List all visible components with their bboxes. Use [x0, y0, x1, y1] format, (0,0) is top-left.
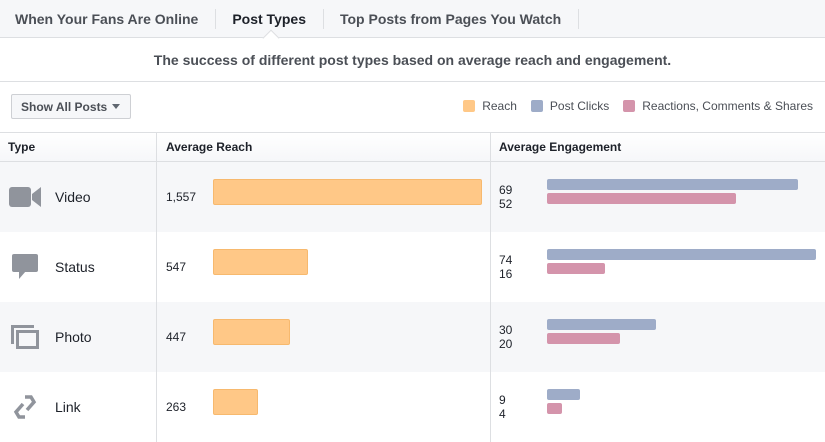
engagement-cell: 30 20 — [491, 302, 825, 372]
reach-cell: 547 — [157, 232, 491, 302]
legend-reach: Reach — [463, 99, 517, 113]
header-average-reach: Average Reach — [157, 133, 491, 161]
reactions-value: 20 — [499, 337, 513, 351]
legend-post-clicks: Post Clicks — [530, 99, 610, 113]
reach-cell: 447 — [157, 302, 491, 372]
post-clicks-bar — [547, 249, 816, 260]
engagement-cell: 74 16 — [491, 232, 825, 302]
legend-swatch — [623, 100, 636, 112]
page-subtitle: The success of different post types base… — [0, 38, 825, 82]
reactions-value: 16 — [499, 267, 513, 281]
tab-top-posts[interactable]: Top Posts from Pages You Watch — [340, 8, 580, 29]
type-label: Link — [55, 399, 81, 415]
post-clicks-bar — [547, 389, 580, 400]
reach-value: 1,557 — [166, 190, 197, 204]
reach-bar — [213, 319, 291, 345]
reactions-bar — [547, 193, 737, 204]
show-all-posts-dropdown[interactable]: Show All Posts — [11, 94, 131, 119]
type-cell: Video — [0, 162, 157, 232]
reach-bar — [213, 249, 308, 275]
table-row: Photo 447 30 20 — [0, 302, 825, 372]
reactions-value: 52 — [499, 197, 513, 211]
link-icon — [9, 394, 41, 420]
header-average-engagement: Average Engagement — [499, 140, 622, 154]
post-clicks-value: 9 — [499, 393, 506, 407]
reach-bar — [213, 179, 482, 205]
legend-label: Reactions, Comments & Shares — [642, 99, 813, 113]
speech-bubble-icon — [9, 254, 41, 280]
post-clicks-value: 69 — [499, 183, 513, 197]
tab-post-types[interactable]: Post Types — [232, 8, 324, 29]
reach-value: 447 — [166, 330, 187, 344]
photo-icon — [9, 324, 41, 350]
type-cell: Photo — [0, 302, 157, 372]
post-clicks-bar — [547, 179, 798, 190]
reach-bar — [213, 389, 259, 415]
engagement-cell: 69 52 — [491, 162, 825, 232]
type-label: Photo — [55, 329, 92, 345]
legend-swatch — [530, 100, 543, 112]
tab-when-fans-online[interactable]: When Your Fans Are Online — [15, 8, 217, 29]
type-cell: Link — [0, 372, 157, 442]
reach-value: 547 — [166, 260, 187, 274]
post-clicks-value: 30 — [499, 323, 513, 337]
reactions-value: 4 — [499, 407, 506, 421]
type-label: Status — [55, 259, 95, 275]
reach-cell: 1,557 — [157, 162, 491, 232]
table-header: Type Average Reach Average Engagement — [0, 132, 825, 162]
legend-label: Post Clicks — [549, 99, 610, 113]
table-row: Video 1,557 69 52 — [0, 162, 825, 232]
post-clicks-bar — [547, 319, 657, 330]
table-row: Status 547 74 16 — [0, 232, 825, 302]
chevron-down-icon — [112, 104, 121, 109]
legend-swatch — [463, 100, 476, 112]
legend-label: Reach — [482, 99, 517, 113]
dropdown-label: Show All Posts — [21, 99, 108, 114]
post-clicks-value: 74 — [499, 253, 513, 267]
table-body: Video 1,557 69 52 Status 547 74 16 Photo… — [0, 162, 825, 442]
tab-bar: When Your Fans Are Online Post Types Top… — [0, 0, 825, 47]
video-icon — [9, 184, 41, 210]
legend-reactions: Reactions, Comments & Shares — [623, 99, 813, 113]
type-cell: Status — [0, 232, 157, 302]
reach-cell: 263 — [157, 372, 491, 442]
reactions-bar — [547, 333, 620, 344]
reactions-bar — [547, 263, 606, 274]
legend: Reach Post Clicks Reactions, Comments & … — [463, 99, 813, 113]
reach-value: 263 — [166, 400, 187, 414]
reactions-bar — [547, 403, 562, 414]
table-row: Link 263 9 4 — [0, 372, 825, 442]
engagement-cell: 9 4 — [491, 372, 825, 442]
header-type: Type — [0, 133, 157, 161]
type-label: Video — [55, 189, 91, 205]
